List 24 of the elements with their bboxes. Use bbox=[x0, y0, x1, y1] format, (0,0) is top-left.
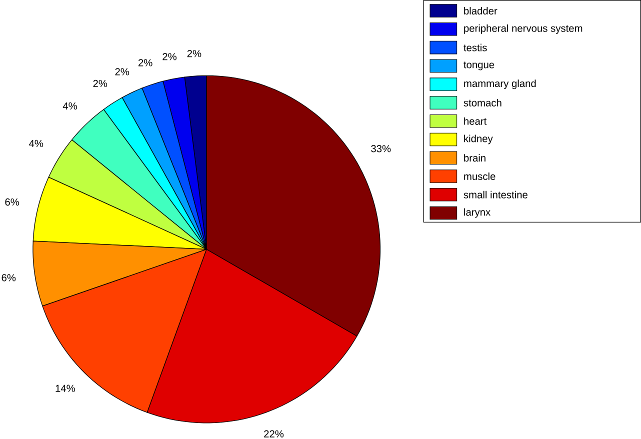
legend-label: heart bbox=[464, 117, 487, 125]
data-label: 6% bbox=[2, 274, 16, 282]
data-label: 2% bbox=[138, 59, 152, 66]
data-label: 2% bbox=[162, 53, 177, 60]
data-label: 14% bbox=[56, 384, 75, 392]
data-label: 4% bbox=[62, 102, 78, 110]
legend-label: peripheral nervous system bbox=[464, 24, 582, 34]
data-label: 2% bbox=[93, 80, 108, 88]
legend-label: mammary gland bbox=[464, 80, 536, 90]
legend-label: bladder bbox=[464, 7, 498, 15]
data-label: 2% bbox=[115, 68, 130, 76]
legend-label: kidney bbox=[464, 134, 493, 144]
data-label: 2% bbox=[187, 50, 202, 58]
legend-label: testis bbox=[464, 44, 487, 52]
data-label: 6% bbox=[5, 198, 20, 206]
legend-label: small intestine bbox=[464, 191, 528, 198]
data-label: 4% bbox=[29, 140, 44, 148]
legend-label: stomach bbox=[464, 99, 502, 107]
legend-label: muscle bbox=[464, 172, 496, 180]
legend-label: tongue bbox=[464, 62, 494, 70]
data-label: 33% bbox=[371, 145, 391, 152]
legend-label: brain bbox=[464, 154, 486, 162]
data-label: 22% bbox=[264, 430, 284, 438]
legend-label: larynx bbox=[464, 208, 491, 218]
